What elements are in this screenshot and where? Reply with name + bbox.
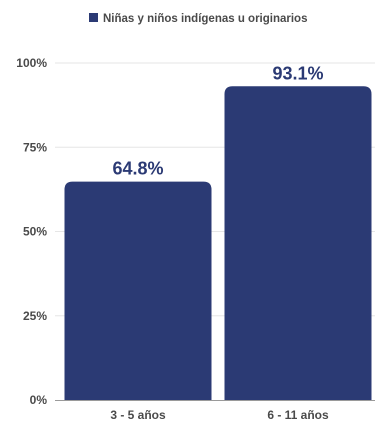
y-tick-label: 0% bbox=[30, 393, 48, 407]
legend: Niñas y niños indígenas u originarios bbox=[89, 13, 307, 25]
bar-2 bbox=[224, 86, 372, 401]
bar-1 bbox=[64, 181, 212, 400]
y-axis: 0% 25% 50% 75% 100% bbox=[16, 56, 47, 407]
y-tick-label: 100% bbox=[16, 56, 47, 70]
bar-value-labels: 64.8% 93.1% bbox=[112, 63, 323, 178]
y-tick-label: 50% bbox=[23, 225, 47, 239]
legend-swatch bbox=[89, 13, 98, 22]
x-tick-label: 6 - 11 años bbox=[267, 408, 329, 422]
x-axis: 3 - 5 años 6 - 11 años bbox=[110, 408, 329, 422]
legend-label: Niñas y niños indígenas u originarios bbox=[103, 13, 307, 25]
bars bbox=[64, 86, 372, 401]
x-tick-label: 3 - 5 años bbox=[110, 408, 166, 422]
y-tick-label: 25% bbox=[23, 309, 47, 323]
bar-value-label: 64.8% bbox=[112, 159, 163, 179]
y-tick-label: 75% bbox=[23, 140, 47, 154]
bar-value-label: 93.1% bbox=[272, 63, 323, 83]
